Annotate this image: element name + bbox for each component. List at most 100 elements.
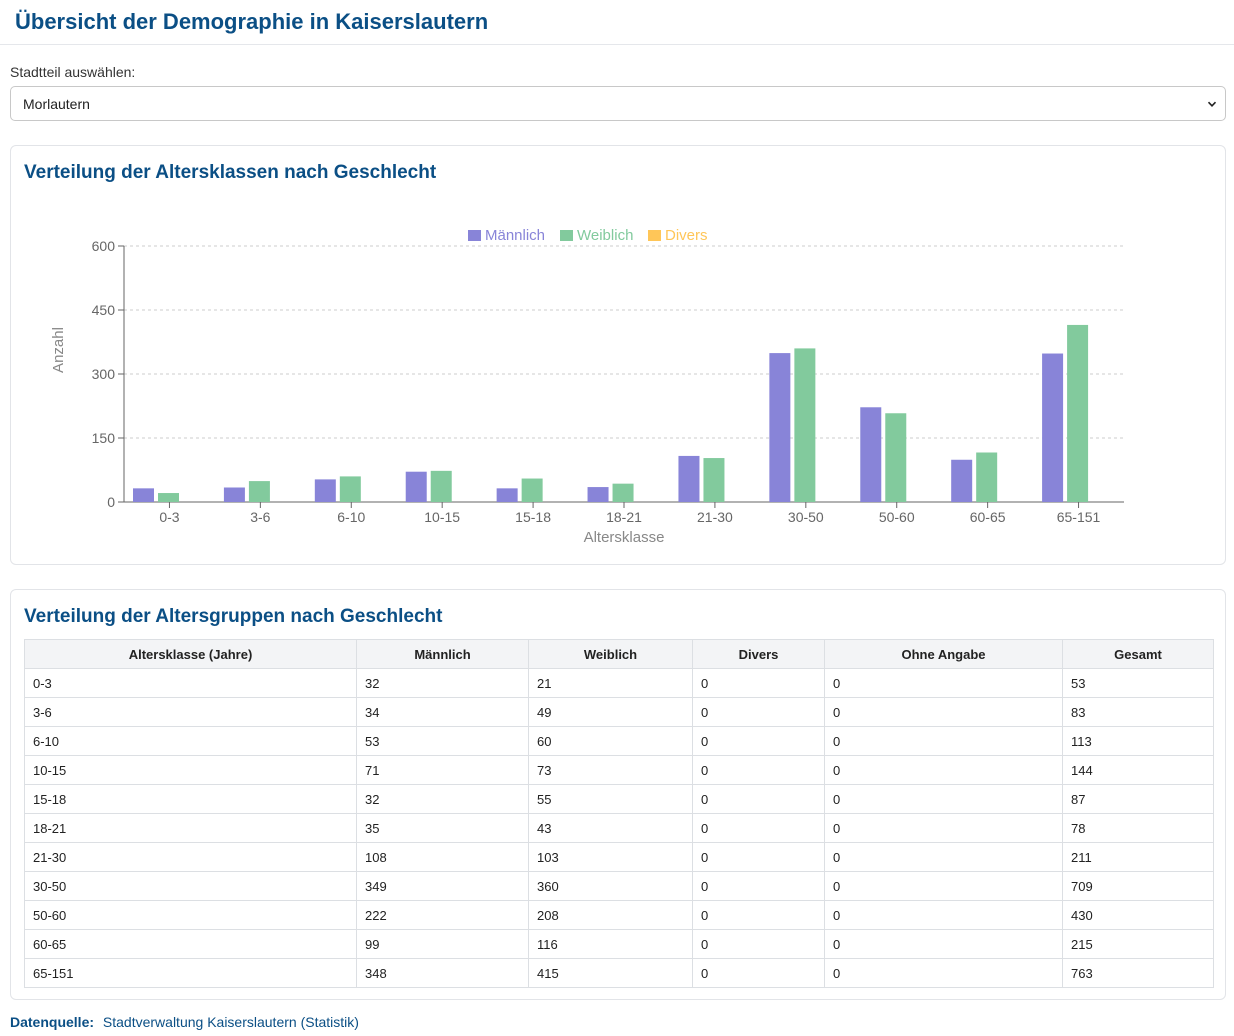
bar-weiblich xyxy=(521,478,543,502)
bar-weiblich xyxy=(976,452,998,502)
table-cell: 0 xyxy=(692,929,825,959)
bar-weiblich xyxy=(248,481,270,502)
table-cell: 0 xyxy=(692,755,825,785)
table-cell: 0 xyxy=(824,842,1063,872)
table-cell: 49 xyxy=(528,697,693,727)
x-tick-label: 60-65 xyxy=(970,509,1006,525)
table-cell: 21-30 xyxy=(24,842,357,872)
table-header-cell: Männlich xyxy=(356,639,529,669)
table-row: 21-30 108 103 0 0 211 xyxy=(24,842,1214,872)
x-tick-label: 21-30 xyxy=(697,509,733,525)
table-cell: 208 xyxy=(528,900,693,930)
bar-männlich xyxy=(223,487,245,502)
table-cell: 215 xyxy=(1062,929,1214,959)
table-header-row: Altersklasse (Jahre) Männlich Weiblich Dive… xyxy=(24,639,1214,669)
x-tick-label: 15-18 xyxy=(515,509,551,525)
table-section-title: Verteilung der Altersgruppen nach Geschl… xyxy=(24,606,443,627)
table-header-cell: Divers xyxy=(692,639,825,669)
table-row: 30-50 349 360 0 0 709 xyxy=(24,871,1214,901)
bar-weiblich xyxy=(885,413,907,502)
x-tick-label: 50-60 xyxy=(879,509,915,525)
bar-weiblich xyxy=(612,483,634,502)
y-tick-label: 150 xyxy=(92,430,116,446)
table-cell: 65-151 xyxy=(24,958,357,988)
district-select-group: Stadtteil auswählen: Morlautern xyxy=(0,45,1234,121)
bar-männlich xyxy=(496,488,518,502)
bar-männlich xyxy=(587,487,609,502)
district-select-label: Stadtteil auswählen: xyxy=(10,64,136,80)
bar-weiblich xyxy=(430,470,452,502)
table-cell: 144 xyxy=(1062,755,1214,785)
table-cell: 78 xyxy=(1062,813,1214,843)
page-header: Übersicht der Demographie in Kaiserslaut… xyxy=(0,0,1234,45)
legend-label: Männlich xyxy=(485,227,545,244)
table-cell: 348 xyxy=(356,958,529,988)
legend-label: Divers xyxy=(665,227,708,244)
bar-männlich xyxy=(1042,353,1064,502)
table-cell: 211 xyxy=(1062,842,1214,872)
table-cell: 0 xyxy=(692,726,825,756)
y-tick-label: 450 xyxy=(92,302,116,318)
legend-swatch-divers xyxy=(648,230,661,241)
table-cell: 6-10 xyxy=(24,726,357,756)
x-axis-label: Altersklasse xyxy=(584,529,665,546)
table-header-cell: Weiblich xyxy=(528,639,693,669)
bar-weiblich xyxy=(339,476,361,502)
table-cell: 113 xyxy=(1062,726,1214,756)
table-cell: 415 xyxy=(528,958,693,988)
table-cell: 0 xyxy=(824,784,1063,814)
table-cell: 43 xyxy=(528,813,693,843)
table-cell: 83 xyxy=(1062,697,1214,727)
footer-source-link[interactable]: Stadtverwaltung Kaiserslautern (Statisti… xyxy=(102,1014,359,1030)
table-card: Verteilung der Altersgruppen nach Geschl… xyxy=(10,589,1226,1000)
table-cell: 0 xyxy=(824,900,1063,930)
y-tick-label: 0 xyxy=(107,494,115,510)
table-cell: 55 xyxy=(528,784,693,814)
x-tick-label: 18-21 xyxy=(606,509,642,525)
table-cell: 32 xyxy=(356,668,529,698)
table-cell: 0 xyxy=(692,784,825,814)
bar-weiblich xyxy=(158,493,179,502)
bar-männlich xyxy=(860,407,882,502)
table-cell: 108 xyxy=(356,842,529,872)
legend-swatch-weiblich xyxy=(560,230,573,241)
district-select-value: Morlautern xyxy=(23,95,90,112)
legend-swatch-männlich xyxy=(468,230,481,241)
table-cell: 0 xyxy=(824,929,1063,959)
table-cell: 349 xyxy=(356,871,529,901)
table-cell: 18-21 xyxy=(24,813,357,843)
chart-section-title: Verteilung der Altersklassen nach Geschl… xyxy=(24,162,437,183)
table-cell: 53 xyxy=(356,726,529,756)
table-cell: 0 xyxy=(824,697,1063,727)
district-select[interactable]: Morlautern xyxy=(10,86,1226,121)
bar-weiblich xyxy=(1067,324,1089,502)
table-cell: 0-3 xyxy=(24,668,357,698)
table-row: 3-6 34 49 0 0 83 xyxy=(24,697,1214,727)
table-cell: 763 xyxy=(1062,958,1214,988)
table-cell: 73 xyxy=(528,755,693,785)
x-tick-label: 65-151 xyxy=(1057,509,1101,525)
table-cell: 103 xyxy=(528,842,693,872)
table-cell: 0 xyxy=(824,726,1063,756)
table-cell: 0 xyxy=(692,871,825,901)
y-tick-label: 300 xyxy=(92,366,116,382)
x-tick-label: 6-10 xyxy=(337,509,365,525)
bar-weiblich xyxy=(794,348,816,502)
table-cell: 0 xyxy=(692,697,825,727)
chevron-down-icon xyxy=(1207,101,1217,107)
table-row: 6-10 53 60 0 0 113 xyxy=(24,726,1214,756)
table-cell: 99 xyxy=(356,929,529,959)
table-cell: 0 xyxy=(692,813,825,843)
table-row: 60-65 99 116 0 0 215 xyxy=(24,929,1214,959)
table-row: 50-60 222 208 0 0 430 xyxy=(24,900,1214,930)
table-cell: 60-65 xyxy=(24,929,357,959)
chart-card: Verteilung der Altersklassen nach Geschl… xyxy=(10,145,1226,565)
age-group-table: Altersklasse (Jahre) Männlich Weiblich Dive… xyxy=(24,639,1214,988)
table-cell: 116 xyxy=(528,929,693,959)
bar-männlich xyxy=(678,455,700,502)
table-cell: 71 xyxy=(356,755,529,785)
x-tick-label: 0-3 xyxy=(159,509,179,525)
table-cell: 50-60 xyxy=(24,900,357,930)
table-cell: 0 xyxy=(692,958,825,988)
table-cell: 53 xyxy=(1062,668,1214,698)
